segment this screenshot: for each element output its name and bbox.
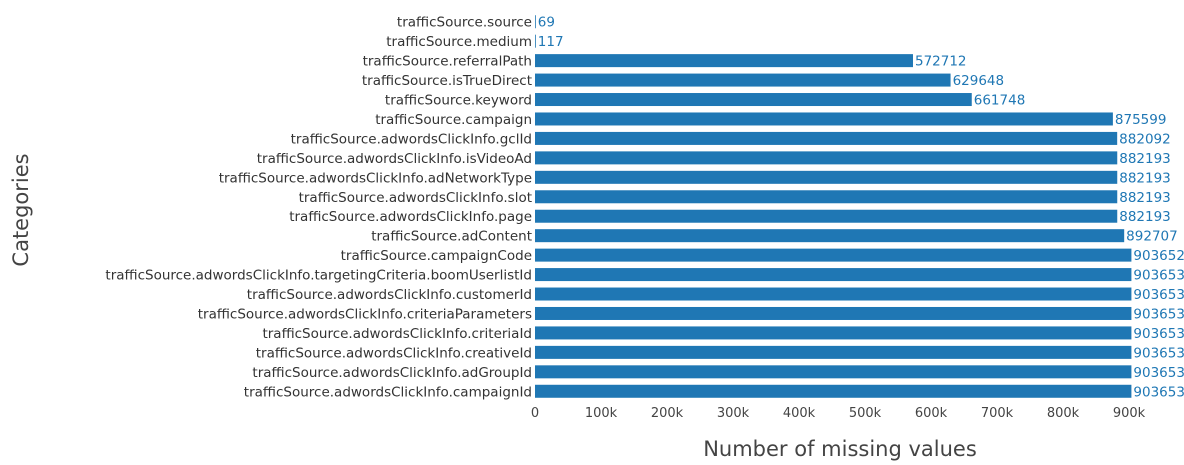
category-label: trafficSource.adwordsClickInfo.gclId — [291, 131, 532, 147]
data-label: 572712 — [915, 54, 967, 70]
x-tick-label: 0 — [531, 406, 539, 421]
bar — [535, 306, 1132, 320]
bar — [535, 248, 1132, 262]
data-label: 903653 — [1133, 326, 1184, 342]
category-label: trafficSource.campaignCode — [341, 248, 532, 264]
bar — [535, 190, 1118, 204]
category-label: trafficSource.campaign — [375, 112, 532, 128]
category-label: trafficSource.adwordsClickInfo.creativeI… — [256, 345, 532, 361]
data-label: 882193 — [1119, 209, 1171, 225]
bar — [535, 345, 1132, 359]
x-tick-label: 300k — [717, 406, 750, 421]
bar — [535, 268, 1132, 282]
data-label: 903653 — [1133, 365, 1184, 381]
x-tick-label: 700k — [981, 406, 1014, 421]
category-label: trafficSource.adwordsClickInfo.targeting… — [105, 268, 532, 284]
category-label: trafficSource.medium — [386, 34, 532, 50]
bar — [535, 209, 1118, 223]
x-tick-label: 800k — [1047, 406, 1080, 421]
data-label: 629648 — [953, 73, 1005, 89]
data-label: 882193 — [1119, 151, 1171, 167]
category-label: trafficSource.adwordsClickInfo.criteriaP… — [198, 306, 532, 322]
x-tick-label: 400k — [783, 406, 816, 421]
bar — [535, 151, 1118, 165]
category-label: trafficSource.keyword — [385, 93, 532, 109]
x-axis-ticks: 0 100k 200k 300k 400k 500k 600k 700k 800k 900k — [531, 406, 1146, 421]
category-label: trafficSource.adwordsClickInfo.adGroupId — [252, 365, 532, 381]
data-label: 882193 — [1119, 190, 1171, 206]
x-tick-label: 500k — [849, 406, 882, 421]
data-label: 903653 — [1133, 345, 1184, 361]
data-label: 903653 — [1133, 287, 1184, 303]
category-label: trafficSource.source — [397, 15, 532, 31]
data-label: 882092 — [1119, 131, 1171, 147]
category-label: trafficSource.adContent — [371, 229, 532, 245]
x-tick-label: 200k — [651, 406, 684, 421]
bar — [535, 326, 1132, 340]
data-label: 875599 — [1115, 112, 1167, 128]
data-label: 903653 — [1133, 384, 1184, 400]
category-label: trafficSource.adwordsClickInfo.slot — [299, 190, 532, 206]
x-axis-title: Number of missing values — [703, 437, 977, 461]
bars — [535, 15, 1132, 398]
x-tick-label: 600k — [915, 406, 948, 421]
category-label: trafficSource.adwordsClickInfo.adNetwork… — [219, 170, 532, 186]
data-label: 661748 — [974, 93, 1026, 109]
bar — [535, 170, 1118, 184]
bar — [535, 229, 1125, 243]
bar — [535, 365, 1132, 379]
data-label: 117 — [538, 34, 564, 50]
data-label: 882193 — [1119, 170, 1171, 186]
category-label: trafficSource.adwordsClickInfo.isVideoAd — [257, 151, 532, 167]
bar — [535, 73, 951, 87]
category-label: trafficSource.adwordsClickInfo.criteriaI… — [262, 326, 532, 342]
y-axis-title: Categories — [9, 153, 33, 266]
data-label: 903652 — [1133, 248, 1184, 264]
category-labels: trafficSource.source trafficSource.medium… — [105, 15, 532, 401]
x-tick-label: 900k — [1113, 406, 1146, 421]
bar — [535, 384, 1132, 398]
data-labels: 69 117 572712 629648 661748 875599 882092 88219… — [538, 15, 1184, 401]
data-label: 892707 — [1126, 229, 1178, 245]
category-label: trafficSource.adwordsClickInfo.customerI… — [247, 287, 532, 303]
category-label: trafficSource.adwordsClickInfo.page — [289, 209, 532, 225]
bar — [535, 34, 536, 48]
bar — [535, 287, 1132, 301]
bar — [535, 131, 1118, 145]
bar — [535, 54, 913, 68]
category-label: trafficSource.isTrueDirect — [362, 73, 532, 89]
bar — [535, 112, 1113, 126]
category-label: trafficSource.referralPath — [363, 54, 532, 70]
bar — [535, 15, 536, 29]
data-label: 903653 — [1133, 268, 1184, 284]
category-label: trafficSource.adwordsClickInfo.campaignI… — [244, 384, 532, 400]
data-label: 903653 — [1133, 306, 1184, 322]
bar — [535, 93, 972, 107]
data-label: 69 — [538, 15, 555, 31]
x-tick-label: 100k — [585, 406, 618, 421]
